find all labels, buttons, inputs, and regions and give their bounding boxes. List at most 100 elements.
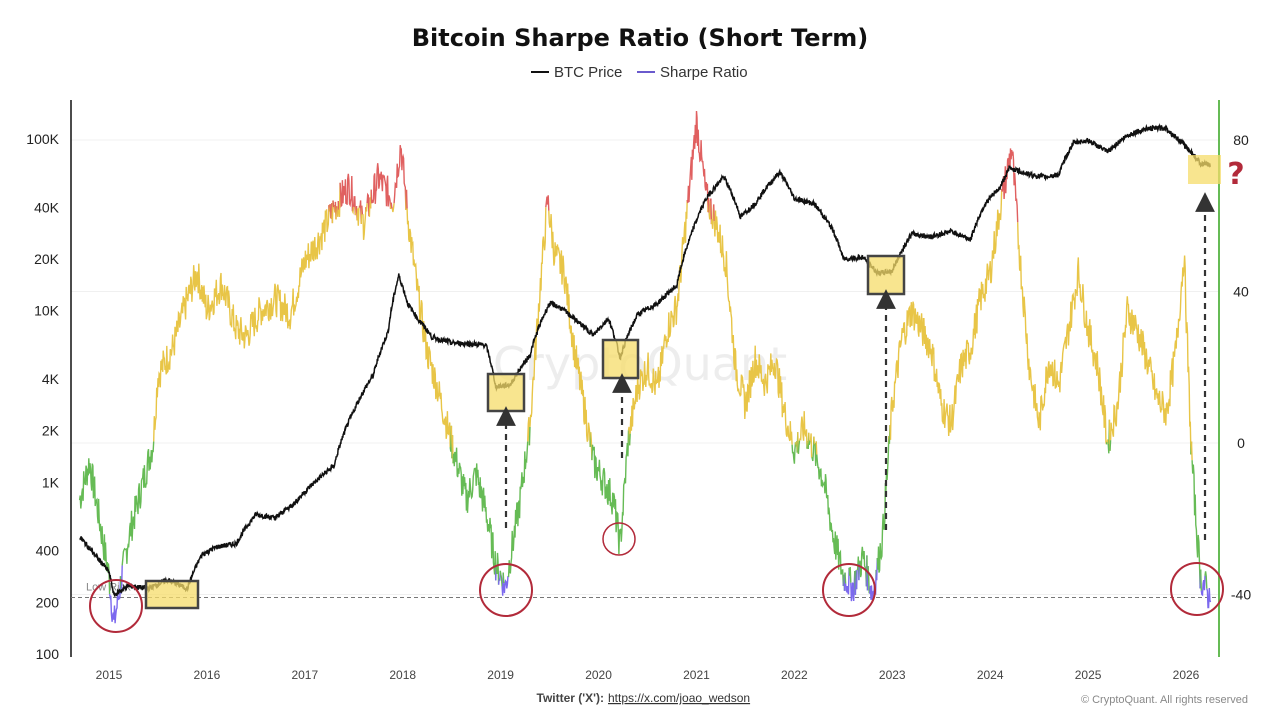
sharpe-ratio-segment: [629, 199, 688, 434]
footer-copyright: © CryptoQuant. All rights reserved: [1081, 694, 1248, 706]
sharpe-ratio-segment: [529, 207, 547, 427]
sharpe-ratio-segment: [352, 196, 356, 216]
sharpe-ratio-segment: [366, 192, 370, 217]
sharpe-ratio-segment: [153, 205, 330, 442]
legend: BTC Price Sharpe Ratio: [531, 64, 748, 81]
sharpe-ratio-segment: [850, 570, 856, 602]
sharpe-ratio-segment: [405, 189, 408, 209]
sharpe-ratio-segment: [797, 440, 801, 454]
sharpe-ratio-segment: [813, 441, 817, 467]
highlight-box-current: [1188, 155, 1221, 184]
sharpe-ratio-segment: [867, 566, 870, 594]
sharpe-ratio-segment: [815, 441, 818, 455]
left-tick-label: 100K: [26, 131, 59, 147]
sharpe-ratio-segment: [1105, 441, 1108, 445]
left-axis-ticks: 100 200 400 1K 2K 4K 10K 20K 40K 100K: [26, 131, 59, 662]
legend-label-btc-price[interactable]: BTC Price: [554, 64, 622, 81]
x-tick-label: 2021: [683, 668, 710, 682]
sharpe-ratio-segment: [1109, 440, 1112, 451]
sharpe-ratio-segment: [791, 442, 797, 464]
sharpe-ratio-segment: [889, 189, 1003, 440]
sharpe-ratio-segment: [708, 200, 711, 220]
sharpe-ratio-segment: [1190, 441, 1193, 461]
sharpe-ratio-segment: [1200, 575, 1206, 597]
sharpe-ratio-segment: [1204, 571, 1208, 589]
sharpe-ratio-segment: [499, 570, 503, 587]
right-tick-label: 80: [1233, 132, 1249, 148]
right-tick-label: -40: [1231, 587, 1251, 603]
sharpe-ratio-segment: [1001, 148, 1019, 223]
sharpe-ratio-segment: [1191, 460, 1201, 589]
x-axis-ticks: 2015 2016 2017 2018 2019 2020 2021 2022 2023 2024…: [96, 668, 1200, 682]
sharpe-ratio-segment: [502, 572, 505, 584]
sharpe-ratio-segment: [1109, 255, 1192, 455]
sharpe-ratio-segment: [335, 206, 338, 220]
sharpe-ratio-segment: [356, 205, 361, 226]
sharpe-ratio-segment: [393, 145, 407, 210]
chart-title: Bitcoin Sharpe Ratio (Short Term): [412, 24, 869, 52]
sharpe-ratio-segment: [338, 182, 341, 217]
sharpe-ratio-segment: [1200, 569, 1202, 591]
sharpe-ratio-segment: [709, 198, 713, 225]
left-tick-label: 2K: [42, 423, 60, 439]
annotation-arrows: [496, 192, 1215, 540]
sharpe-ratio-segment: [365, 203, 368, 212]
right-axis-ticks: -40 0 40 80: [1231, 132, 1251, 603]
sharpe-ratio-segment: [495, 552, 500, 585]
circle-marker: [1170, 562, 1224, 616]
sharpe-ratio-segment: [848, 566, 852, 583]
sharpe-ratio-segment: [844, 572, 847, 584]
sharpe-ratio-segment: [844, 567, 850, 595]
sharpe-ratio-segment: [507, 441, 529, 578]
sharpe-ratio-segment: [370, 163, 392, 209]
sharpe-ratio-segment: [503, 576, 509, 594]
sharpe-ratio-segment: [1206, 587, 1212, 609]
sharpe-ratio-segment: [361, 205, 364, 215]
x-tick-label: 2018: [389, 668, 416, 682]
sharpe-ratio-segment: [391, 203, 395, 213]
sharpe-ratio-segment: [545, 195, 550, 211]
btc-price-line: [79, 122, 1212, 597]
sharpe-ratio-segment: [1017, 222, 1108, 445]
sharpe-ratio-segment: [339, 173, 354, 212]
sharpe-ratio-segment: [855, 569, 858, 590]
footer-twitter-link[interactable]: https://x.com/joao_wedson: [608, 691, 750, 705]
x-tick-label: 2024: [977, 668, 1004, 682]
left-tick-label: 10K: [34, 303, 60, 319]
footer-twitter-label: Twitter ('X'):: [537, 691, 604, 705]
sharpe-ratio-segment: [809, 433, 813, 458]
sharpe-ratio-segment: [528, 426, 531, 446]
circle-marker: [822, 563, 876, 617]
footer: Twitter ('X'): https://x.com/joao_wedson…: [537, 691, 1248, 706]
circle-marker: [602, 522, 636, 556]
sharpe-ratio-segment: [406, 208, 451, 448]
legend-label-sharpe-ratio[interactable]: Sharpe Ratio: [660, 64, 748, 81]
x-tick-label: 2015: [96, 668, 123, 682]
sharpe-ratio-segment: [527, 417, 531, 446]
sharpe-ratio-segment: [78, 458, 111, 595]
left-tick-label: 4K: [42, 371, 60, 387]
left-tick-label: 1K: [42, 474, 60, 490]
sharpe-ratio-segment: [548, 210, 591, 448]
sharpe-ratio-segment: [390, 202, 393, 209]
sharpe-ratio-segment: [337, 201, 340, 210]
highlight-box: [144, 579, 200, 610]
sharpe-ratio-segment: [1106, 439, 1109, 444]
series-sharpe-ratio: [78, 110, 1212, 624]
sharpe-ratio-segment: [876, 436, 890, 573]
sharpe-ratio-segment: [798, 411, 808, 449]
x-tick-label: 2020: [585, 668, 612, 682]
x-tick-label: 2017: [291, 668, 318, 682]
circle-marker: [89, 579, 143, 633]
right-tick-label: 0: [1237, 435, 1245, 451]
sharpe-ratio-segment: [351, 206, 355, 215]
sharpe-ratio-segment: [628, 433, 631, 446]
sharpe-ratio-segment: [591, 430, 630, 555]
left-tick-label: 100: [36, 646, 60, 662]
grid: [71, 139, 1219, 595]
sharpe-ratio-segment: [811, 436, 815, 462]
sharpe-ratio-segment: [452, 447, 497, 581]
highlight-box: [866, 254, 906, 296]
sharpe-ratio-segment: [707, 197, 710, 213]
question-mark: ?: [1227, 157, 1244, 192]
